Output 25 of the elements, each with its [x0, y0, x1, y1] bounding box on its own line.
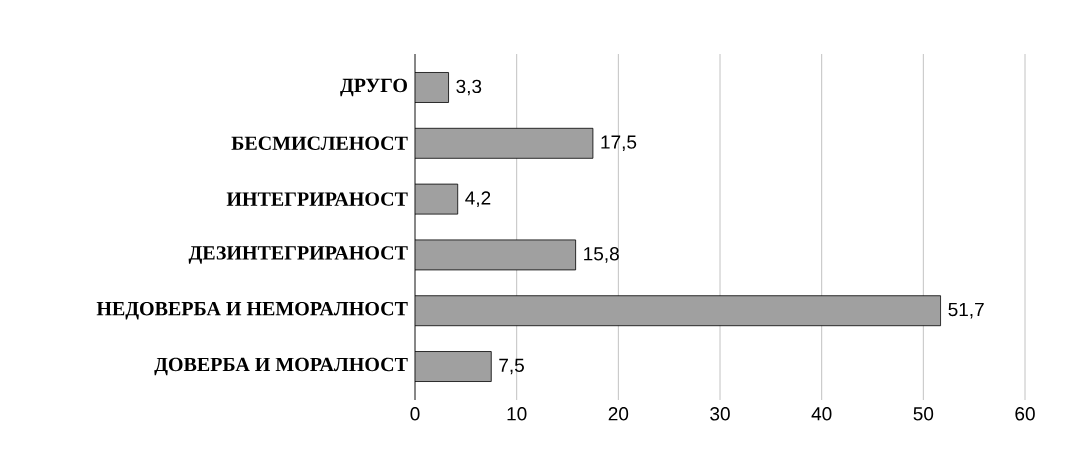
data-label: 7,5: [499, 358, 524, 375]
x-tick-label: 50: [913, 407, 934, 421]
data-label: 3,3: [456, 79, 482, 96]
x-tick-label: 60: [1015, 407, 1035, 421]
x-tick-label: 20: [608, 407, 629, 421]
y-tick-label: НЕДОВЕРБА И НЕМОРАЛНОСТ: [96, 301, 408, 320]
data-label: 17,5: [601, 135, 637, 152]
x-tick-label: 40: [811, 407, 832, 421]
bar: [415, 72, 449, 103]
x-tick-label: 0: [410, 407, 420, 421]
data-label: 15,8: [584, 247, 619, 263]
x-tick-label: 30: [710, 407, 730, 421]
y-tick-label: ДРУГО: [340, 78, 407, 97]
bar: [415, 183, 459, 215]
x-tick-label: 10: [507, 407, 527, 421]
bar: [415, 239, 577, 271]
data-label: 4,2: [465, 191, 491, 207]
y-tick-label: ДОВЕРБА И МОРАЛНОСТ: [154, 357, 408, 376]
y-tick-label: БЕСМИСЛЕНОСТ: [231, 136, 408, 151]
y-tick-label: ДЕЗИНТЕГРИРАНОСТ: [188, 246, 408, 264]
data-label: 51,7: [948, 302, 984, 319]
y-tick-label: ИНТЕГРИРАНОСТ: [226, 192, 408, 206]
bar: [415, 295, 942, 327]
bar: [415, 127, 594, 159]
bar: [415, 351, 492, 382]
